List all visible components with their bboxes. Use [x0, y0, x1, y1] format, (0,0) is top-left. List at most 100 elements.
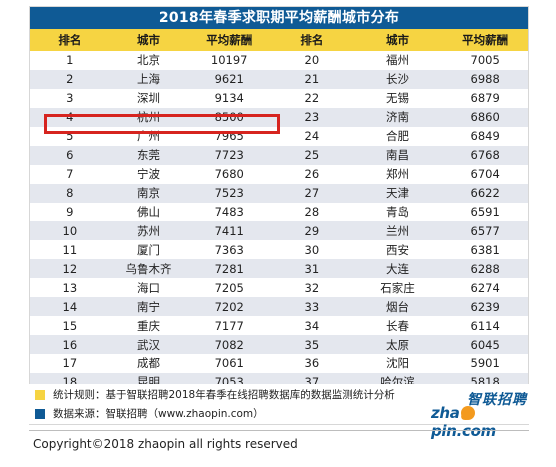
cell-salary-right: 6768	[470, 148, 500, 163]
cell-city-left: 广州	[137, 129, 161, 144]
cell-rank-left: 1	[66, 53, 74, 68]
cell-salary-right: 6239	[470, 299, 500, 314]
cell-rank-left: 13	[62, 280, 78, 295]
blue-square-icon	[35, 408, 45, 419]
note-rule-text: 统计规则：基于智联招聘2018年春季在线招聘数据库的数据监测统计分析	[53, 389, 395, 401]
table-row: 14 南宁 7202 33 烟台 6239	[30, 297, 528, 317]
table-row: 8 南京 7523 27 天津 6622	[30, 183, 528, 203]
cell-rank-right: 20	[304, 53, 320, 68]
header-city-right: 城市	[386, 33, 410, 47]
cell-rank-left: 3	[66, 91, 74, 106]
table-row: 16 武汉 7082 35 太原 6045	[30, 335, 528, 354]
cell-city-right: 烟台	[386, 299, 410, 314]
table-row: 9 佛山 7483 28 青岛 6591	[30, 203, 528, 222]
cell-salary-left: 7363	[214, 242, 244, 257]
cell-city-left: 苏州	[137, 223, 161, 238]
cell-rank-right: 33	[304, 299, 320, 314]
cell-city-left: 厦门	[137, 242, 161, 257]
copyright-text: Copyright©2018 zhaopin all rights reserv…	[33, 437, 298, 451]
table-row: 5 广州 7965 24 合肥 6849	[30, 127, 528, 146]
table-row: 2 上海 9621 21 长沙 6988	[30, 69, 528, 89]
cell-rank-left: 12	[62, 261, 78, 276]
cell-rank-right: 31	[304, 261, 320, 276]
table-title: 2018年春季求职期平均薪酬城市分布	[30, 7, 528, 29]
cell-salary-left: 7723	[214, 148, 244, 163]
notes-area: 统计规则：基于智联招聘2018年春季在线招聘数据库的数据监测统计分析 数据来源：…	[29, 384, 529, 424]
table-row: 7 宁波 7680 26 郑州 6704	[30, 165, 528, 184]
cell-rank-left: 6	[66, 148, 74, 163]
cell-salary-left: 7281	[214, 261, 244, 276]
cell-salary-right: 5901	[470, 356, 500, 371]
cell-city-right: 大连	[386, 261, 410, 276]
cell-city-right: 长沙	[386, 72, 410, 87]
cell-salary-right: 6045	[470, 337, 500, 352]
cell-rank-left: 14	[62, 299, 78, 314]
header-rank-left: 排名	[58, 33, 82, 47]
header-salary-right: 平均薪酬	[462, 33, 509, 47]
logo-en-right: pin.com	[431, 422, 496, 440]
cell-rank-right: 36	[304, 356, 320, 371]
cell-rank-right: 26	[304, 167, 320, 182]
table-row: 17 成都 7061 36 沈阳 5901	[30, 354, 528, 373]
logo-en-left: zha	[431, 404, 460, 422]
cell-city-right: 沈阳	[386, 356, 410, 371]
cell-rank-left: 17	[62, 356, 78, 371]
cell-salary-right: 7005	[470, 53, 500, 68]
cell-salary-left: 7483	[214, 204, 244, 219]
cell-city-right: 郑州	[386, 167, 410, 182]
cell-city-right: 合肥	[386, 129, 410, 144]
cell-rank-left: 7	[66, 167, 74, 182]
cell-city-right: 天津	[386, 186, 410, 201]
cell-salary-left: 7177	[214, 318, 244, 333]
table-row: 15 重庆 7177 34 长春 6114	[30, 316, 528, 335]
cell-city-left: 南宁	[137, 299, 161, 314]
logo-o-circle-icon: o	[460, 406, 475, 424]
cell-salary-right: 6591	[470, 204, 500, 219]
note-source: 数据来源：智联招聘（www.zhaopin.com）	[35, 406, 264, 421]
cell-rank-right: 28	[304, 204, 320, 219]
cell-rank-left: 16	[62, 337, 78, 352]
cell-city-left: 佛山	[137, 204, 161, 219]
cell-rank-left: 11	[62, 242, 78, 257]
table-row: 13 海口 7205 32 石家庄 6274	[30, 278, 528, 297]
cell-city-right: 石家庄	[380, 280, 415, 295]
cell-rank-left: 10	[62, 223, 78, 238]
zhaopin-logo: 智联招聘 zhaopin.com	[431, 389, 531, 440]
cell-rank-right: 30	[304, 242, 320, 257]
cell-salary-left: 10197	[210, 53, 248, 68]
cell-rank-right: 35	[304, 337, 320, 352]
cell-salary-left: 7680	[214, 167, 244, 182]
cell-salary-right: 6274	[470, 280, 500, 295]
cell-city-left: 海口	[137, 280, 161, 295]
header-city-left: 城市	[137, 33, 161, 47]
cell-salary-right: 6879	[470, 91, 500, 106]
cell-rank-left: 5	[66, 129, 74, 144]
table-row: 1 北京 10197 20 福州 7005	[30, 51, 528, 70]
cell-salary-right: 6704	[470, 167, 500, 182]
cell-salary-left: 7202	[214, 299, 244, 314]
cell-city-right: 济南	[386, 110, 410, 125]
cell-city-left: 杭州	[137, 110, 161, 125]
divider	[29, 430, 529, 431]
cell-city-right: 兰州	[386, 223, 410, 238]
cell-city-left: 上海	[137, 72, 161, 87]
cell-salary-right: 6860	[470, 110, 500, 125]
table-row: 12 乌鲁木齐 7281 31 大连 6288	[30, 259, 528, 279]
cell-salary-left: 7523	[214, 186, 244, 201]
table-row: 6 东莞 7723 25 南昌 6768	[30, 145, 528, 165]
cell-rank-left: 9	[66, 204, 74, 219]
cell-rank-right: 27	[304, 186, 320, 201]
cell-city-left: 东莞	[137, 148, 161, 163]
cell-rank-right: 22	[304, 91, 320, 106]
cell-rank-right: 21	[304, 72, 320, 87]
cell-city-right: 南昌	[386, 148, 410, 163]
cell-city-right: 长春	[386, 318, 410, 333]
cell-salary-right: 6577	[470, 223, 500, 238]
logo-english-text: zhaopin.com	[431, 404, 527, 440]
cell-city-left: 重庆	[137, 318, 161, 333]
cell-salary-left: 7082	[214, 337, 244, 352]
cell-city-right: 青岛	[386, 204, 410, 219]
cell-rank-left: 4	[66, 110, 74, 125]
cell-city-left: 北京	[137, 53, 161, 68]
cell-city-right: 太原	[386, 337, 410, 352]
